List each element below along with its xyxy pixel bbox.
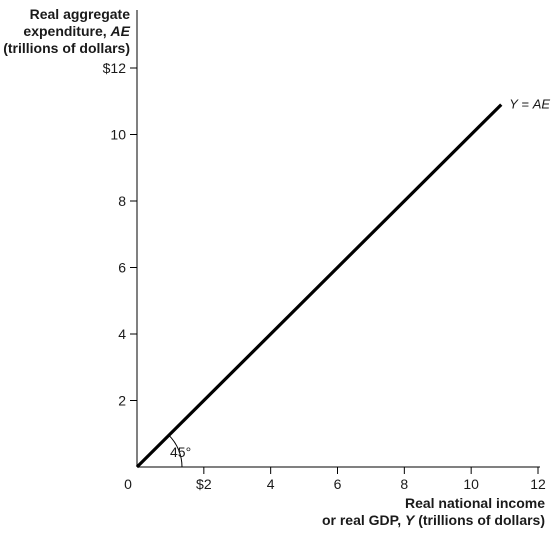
y-tick-label: 6: [118, 260, 126, 276]
y-axis-title-line: expenditure, AE: [23, 23, 130, 39]
x-tick-label: 4: [267, 476, 275, 492]
origin-label: 0: [124, 476, 132, 492]
series-line-y-equals-ae: [135, 103, 503, 469]
y-tick-label: 10: [110, 127, 126, 143]
y-tick-label: 4: [118, 326, 126, 342]
x-tick-label: 8: [400, 476, 408, 492]
angle-label: 45°: [170, 444, 191, 460]
series-label: Y = AE: [509, 97, 550, 112]
y-tick-label: 2: [118, 393, 126, 409]
y-axis-title-line: (trillions of dollars): [3, 40, 130, 56]
angle-arc: [168, 434, 183, 468]
y-tick-label: $12: [103, 60, 127, 76]
y-axis-title-line: Real aggregate: [30, 6, 131, 22]
x-tick-label: 12: [530, 476, 546, 492]
x-tick-label: 6: [334, 476, 342, 492]
x-tick-label: $2: [196, 476, 212, 492]
x-axis-title-line: Real national income: [405, 495, 545, 511]
x-axis-title-line: or real GDP, Y (trillions of dollars): [322, 512, 545, 528]
x-tick-label: 10: [463, 476, 479, 492]
y-tick-label: 8: [118, 193, 126, 209]
